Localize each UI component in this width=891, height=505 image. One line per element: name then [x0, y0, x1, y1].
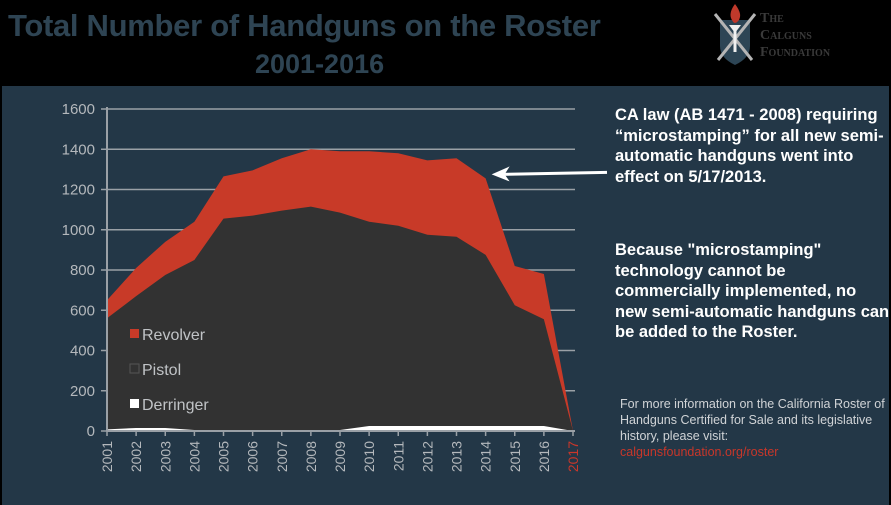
roster-link[interactable]: calgunsfoundation.org/roster — [620, 445, 779, 459]
y-tick-label: 1000 — [62, 222, 95, 239]
legend-label-pistol: Pistol — [142, 362, 181, 379]
legend-label-revolver: Revolver — [142, 327, 206, 344]
x-tick-label: 2004 — [186, 441, 202, 472]
header: Total Number of Handguns on the Roster 2… — [0, 0, 891, 86]
chart-panel: 0 200 400 600 800 1000 1200 1400 1600 2001 2002 200… — [2, 86, 889, 505]
legend-swatch-derringer — [130, 399, 139, 408]
legend-swatch-pistol — [129, 363, 140, 374]
shield-torch-swords-icon — [713, 4, 757, 65]
x-tick-label: 2008 — [303, 441, 319, 472]
consequence-annotation: Because "microstamping" technology canno… — [615, 241, 890, 341]
x-tick-label: 2011 — [390, 441, 406, 471]
logo-text: The Calguns Foundation — [760, 11, 831, 60]
x-tick-label: 2013 — [449, 441, 465, 472]
legend-label-derringer: Derringer — [142, 397, 209, 414]
y-tick-label: 600 — [70, 302, 95, 319]
x-tick-label: 2009 — [332, 441, 348, 472]
y-tick-label: 800 — [70, 262, 95, 279]
x-tick-label: 2002 — [128, 441, 144, 472]
x-tick-label: 2003 — [157, 441, 173, 472]
area-derringer — [107, 425, 573, 431]
chart-title: Total Number of Handguns on the Roster — [8, 8, 601, 43]
law-annotation: CA law (AB 1471 - 2008) requiring “micro… — [615, 106, 884, 186]
annotation-arrow — [501, 170, 608, 176]
legend-swatch-revolver — [130, 329, 139, 338]
x-tick-label: 2010 — [361, 441, 377, 472]
x-tick-label: 2006 — [245, 441, 261, 472]
x-tick-label: 2016 — [536, 441, 552, 472]
x-tick-label: 2017 — [565, 441, 581, 472]
y-tick-label: 0 — [87, 423, 95, 440]
x-tick-label: 2001 — [99, 441, 115, 472]
x-tick-label: 2007 — [274, 441, 290, 472]
y-tick-label: 1200 — [62, 182, 95, 199]
y-tick-label: 1400 — [62, 141, 95, 158]
x-tick-label: 2015 — [507, 441, 523, 472]
area-pistol — [107, 206, 573, 431]
chart-subtitle: 2001-2016 — [255, 49, 385, 79]
x-tick-label: 2005 — [216, 441, 232, 472]
y-tick-label: 1600 — [62, 101, 95, 118]
more-info-text: For more information on the California R… — [620, 397, 885, 459]
stacked-area-chart: 0 200 400 600 800 1000 1200 1400 1600 2001 2002 200… — [62, 101, 608, 472]
y-tick-label: 200 — [70, 383, 95, 400]
arrow-head-icon — [491, 166, 510, 182]
calguns-foundation-logo: The Calguns Foundation — [712, 2, 887, 68]
y-tick-label: 400 — [70, 343, 95, 360]
x-tick-label: 2014 — [478, 441, 494, 472]
x-tick-label: 2012 — [419, 441, 435, 472]
